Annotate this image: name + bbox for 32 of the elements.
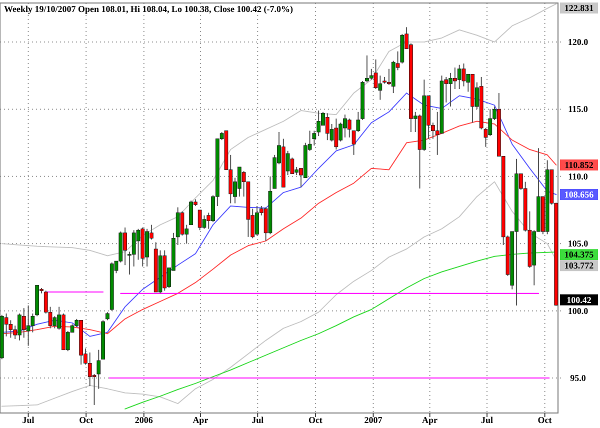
candlestick — [347, 118, 352, 138]
y-tick-label: 100.0 — [568, 306, 589, 316]
x-tick-label: 2006 — [134, 415, 154, 425]
candlestick — [334, 118, 338, 150]
annotation: 104.375 — [564, 250, 594, 260]
annotation: 110.852 — [564, 160, 594, 170]
y-tick-label: 120.0 — [568, 36, 589, 47]
x-tick-label: Jul — [22, 415, 35, 425]
line-series — [124, 252, 557, 410]
x-tick-label: Jul — [480, 415, 494, 425]
x-tick-label: Jul — [252, 415, 264, 425]
line-series — [1, 181, 557, 407]
line-series — [1, 3, 557, 256]
chart-title: Weekly 19/10/2007 Open 108.01, Hi 108.04, Lo 100.38, Close 100.42 (-7.0%) — [4, 4, 293, 14]
annotation: 122.831 — [564, 3, 594, 13]
x-tick-label: Apr — [192, 415, 208, 425]
candlestick — [316, 110, 321, 137]
candlestick — [462, 62, 466, 87]
y-tick-label: 110.0 — [568, 171, 588, 182]
y-tick-label: 115.0 — [568, 104, 588, 114]
y-tick-label: 95.0 — [570, 373, 586, 384]
x-tick-label: 2007 — [364, 415, 383, 425]
candlestick — [198, 210, 202, 231]
annotation: 103.772 — [564, 260, 594, 271]
x-tick-label: Oct — [538, 415, 552, 425]
x-tick-label: Oct — [79, 415, 94, 425]
x-tick-label: Apr — [422, 415, 438, 425]
x-tick-label: Oct — [308, 415, 322, 425]
annotation: 108.656 — [564, 189, 594, 200]
candlestick — [26, 304, 30, 346]
y-tick-label: 105.0 — [568, 238, 589, 249]
annotation: 100.42 — [566, 294, 592, 305]
